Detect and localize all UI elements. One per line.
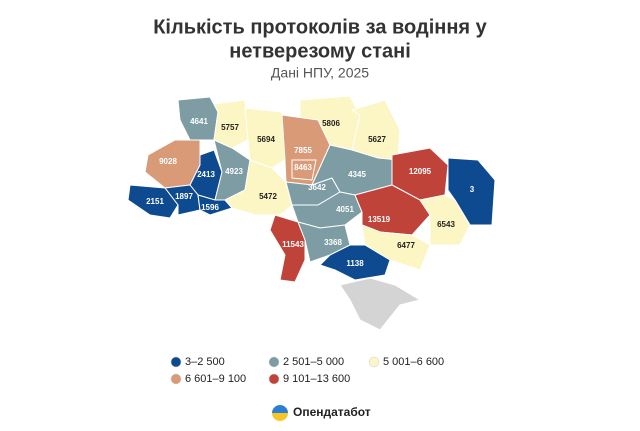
region-label: 2151	[146, 197, 164, 206]
region-label: 1138	[346, 259, 364, 268]
legend-swatch	[268, 373, 280, 385]
logo-top	[272, 405, 288, 413]
legend-swatch	[368, 356, 380, 368]
region-label: 3642	[308, 183, 326, 192]
region-label: 5806	[322, 119, 340, 128]
region-label: 12095	[409, 167, 432, 176]
region-label: 5757	[221, 123, 239, 132]
region-label: 5627	[368, 135, 386, 144]
region-label: 5694	[257, 135, 275, 144]
region	[319, 244, 391, 281]
region	[447, 157, 496, 226]
regions: 4641 5757 5694 5806 5627 7855 8463 9028 2413 4923…	[127, 95, 496, 331]
legend-label: 9 101–13 600	[283, 373, 350, 385]
region	[291, 159, 317, 181]
legend-swatch	[268, 356, 280, 368]
title-line: Кількість протоколів за водіння у	[153, 16, 487, 38]
region-label: 4051	[336, 205, 354, 214]
region-label: 11543	[282, 240, 304, 249]
region	[419, 194, 471, 246]
brand: Опендатабот	[272, 405, 371, 421]
logo-bottom	[272, 413, 288, 421]
region-label: 5472	[259, 192, 277, 201]
region-label: 4641	[190, 117, 208, 126]
region	[224, 159, 293, 216]
region	[127, 184, 179, 219]
region-label: 3	[470, 185, 475, 194]
legend-swatch	[170, 356, 182, 368]
region-label: 2413	[197, 170, 215, 179]
region-label: 9028	[159, 157, 177, 166]
region-label: 7855	[294, 146, 312, 155]
region-label: 13519	[368, 215, 391, 224]
region-label: 4923	[225, 167, 243, 176]
region	[350, 99, 401, 161]
region-label: 3368	[324, 238, 342, 247]
region-label: 4345	[348, 170, 366, 179]
region-label: 6543	[437, 220, 455, 229]
subtitle: Дані НПУ, 2025	[271, 65, 369, 81]
crimea	[339, 277, 422, 331]
region-label: 8463	[294, 163, 312, 172]
legend-label: 3–2 500	[185, 356, 225, 368]
region-label: 6477	[397, 241, 415, 250]
legend-label: 2 501–5 000	[283, 356, 344, 368]
legend-swatch	[170, 373, 182, 385]
legend-label: 5 001–6 600	[383, 356, 444, 368]
brand-name: Опендатабот	[293, 405, 371, 419]
region-label: 1897	[175, 192, 193, 201]
legend-label: 6 601–9 100	[185, 373, 246, 385]
title-line: нетверезому стані	[229, 40, 411, 62]
region-label: 1596	[201, 203, 219, 212]
legend: 3–2 500 2 501–5 000 5 001–6 600 6 601–9 100…	[170, 356, 444, 385]
